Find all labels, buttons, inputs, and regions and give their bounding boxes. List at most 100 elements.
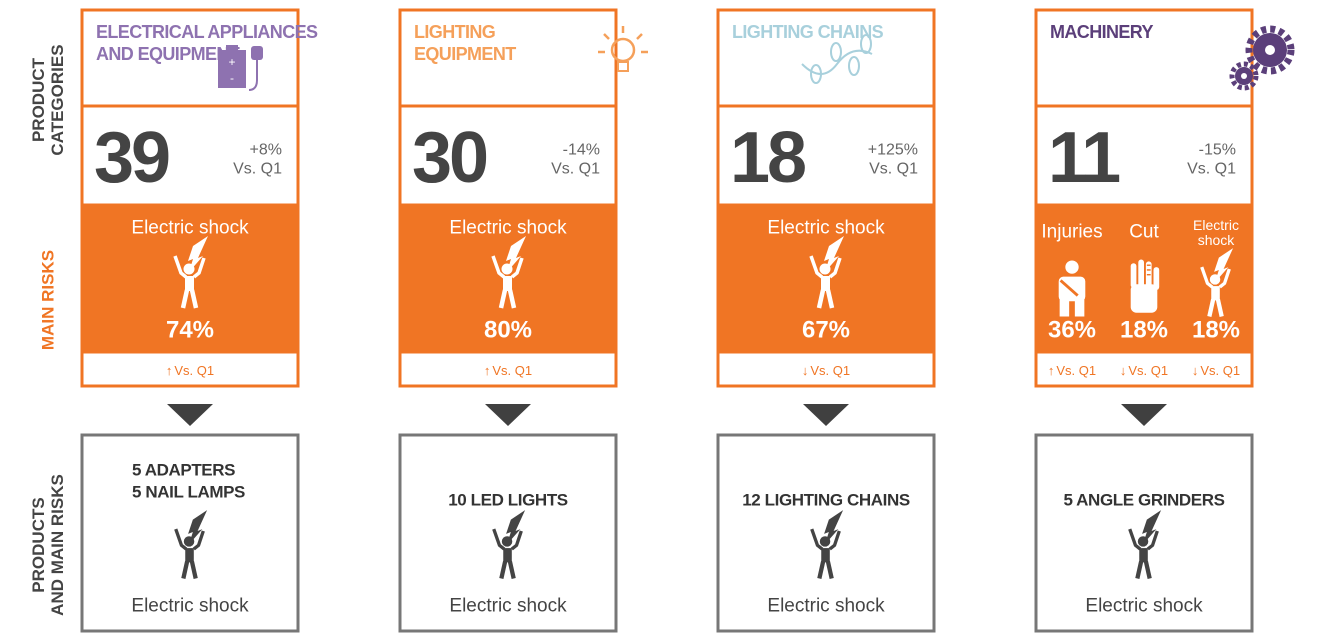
change: +125%: [868, 142, 918, 159]
trend-row: [716, 350, 936, 388]
trend-vs: Vs. Q1: [1056, 363, 1096, 378]
change: -14%: [563, 142, 600, 159]
change-vs: Vs. Q1: [233, 161, 282, 178]
risk-icon-part: [510, 257, 524, 279]
risk-icon-part: [1065, 260, 1079, 274]
side-label: CATEGORIES: [48, 44, 67, 155]
trend-vs: Vs. Q1: [174, 363, 214, 378]
risk-trend: ↑ Vs. Q1: [166, 363, 214, 378]
risk-icon-part: [1215, 298, 1224, 317]
product-risk-icon-part: [810, 528, 824, 551]
category-title: LIGHTING CHAINS: [732, 22, 884, 42]
product-line: 5 ANGLE GRINDERS: [1063, 491, 1224, 510]
category-title: EQUIPMENT: [414, 44, 516, 64]
risk-icon-part: [1207, 298, 1216, 317]
product-risk-icon-part: [1146, 530, 1159, 551]
count: 30: [412, 118, 487, 198]
count: 11: [1048, 118, 1120, 198]
risk-icon-part: [507, 289, 517, 309]
trend-vs: Vs. Q1: [1200, 363, 1240, 378]
category-header: [398, 8, 618, 108]
risk-icon-part: [173, 255, 188, 279]
product-risk-icon: [492, 510, 526, 579]
side-label: PRODUCTS: [29, 497, 48, 592]
change: +8%: [250, 142, 282, 159]
trend-row: [1034, 350, 1254, 388]
risk-icon-part: [1138, 259, 1144, 288]
category-icon-part: [226, 45, 238, 51]
change-vs: Vs. Q1: [551, 161, 600, 178]
risk-pct: 36%: [1048, 317, 1096, 344]
category-icon-part: +: [228, 55, 235, 69]
product-risk-icon-part: [1128, 528, 1142, 551]
risk-icon-part: [1218, 268, 1231, 289]
product-risk-icon-part: [183, 536, 195, 547]
risk-icon-part: [192, 257, 206, 279]
category-icon-part: [830, 42, 842, 62]
category-icon-part: [636, 33, 643, 40]
product-risk-icon-part: [1143, 560, 1152, 579]
category-title: ELECTRICAL APPLIANCES: [96, 22, 318, 42]
risk-icon-part: [180, 289, 190, 309]
category-icon-part: [1265, 45, 1275, 55]
product-risk: Electric shock: [767, 596, 885, 617]
product-risk-icon-part: [174, 528, 188, 551]
arrow-down: [167, 404, 213, 426]
category-icon-part: [218, 50, 246, 88]
risk-trend: ↑ Vs. Q1: [1048, 363, 1096, 378]
product-line: 5 NAIL LAMPS: [132, 483, 245, 502]
product-risk-icon-part: [181, 560, 190, 579]
product-risk-icon-part: [501, 536, 513, 547]
category-icon-part: [810, 34, 872, 84]
arrow-down: [1121, 404, 1167, 426]
count: 39: [94, 118, 169, 198]
risk-icon-part: [491, 255, 506, 279]
side-label: AND MAIN RISKS: [48, 474, 67, 616]
risk-name: Injuries: [1041, 222, 1102, 243]
trend-arrow: ↑: [1048, 363, 1055, 378]
product-risk-icon-part: [492, 528, 506, 551]
risk-icon-part: [1059, 279, 1079, 297]
category-header: [716, 8, 936, 108]
product-risk-icon-part: [189, 560, 198, 579]
count-panel: [80, 104, 300, 207]
risk-pct: 80%: [484, 317, 532, 344]
products-panel: [716, 433, 936, 633]
risk-icon-part: [821, 276, 830, 291]
count: 18: [730, 118, 805, 198]
risk-icon-part: [1153, 267, 1160, 290]
risk-trend: ↓ Vs. Q1: [1192, 363, 1240, 378]
category-icon: +-: [218, 45, 263, 91]
product-risk-icon-part: [510, 530, 523, 551]
risk-name-line: shock: [1198, 232, 1236, 248]
product-risk-icon-part: [825, 560, 834, 579]
risk-icon-part: [1211, 286, 1220, 301]
change-vs: Vs. Q1: [869, 161, 918, 178]
risk-icon-part: [1209, 274, 1221, 285]
category-icon-part: [617, 61, 629, 72]
category-icon-part: [603, 33, 610, 40]
risk-name-line: Electric: [1193, 217, 1239, 233]
product-risk-icon-part: [499, 560, 508, 579]
side-label: MAIN RISKS: [39, 250, 58, 350]
risk-icon-part: [189, 289, 199, 309]
product-risk: Electric shock: [449, 596, 567, 617]
change-vs: Vs. Q1: [1187, 161, 1236, 178]
category-icon-part: [801, 49, 873, 75]
arrow-down: [485, 404, 531, 426]
trend-arrow: ↑: [484, 363, 491, 378]
risk-pct: 18%: [1120, 317, 1168, 344]
product-risk-icon-part: [1139, 548, 1148, 563]
product-risk-icon-part: [819, 536, 831, 547]
risk-icon-part: [809, 255, 824, 279]
product-risk-icon-part: [1135, 560, 1144, 579]
product-risk-icon-part: [188, 510, 208, 545]
product-risk-icon-part: [817, 560, 826, 579]
risk-icon-part: [501, 263, 513, 275]
risk-icon-part: [188, 236, 208, 272]
product-risk-icon-part: [824, 510, 844, 545]
risk-name: Electric shock: [1193, 217, 1239, 248]
risk-icon-part: [506, 236, 526, 272]
